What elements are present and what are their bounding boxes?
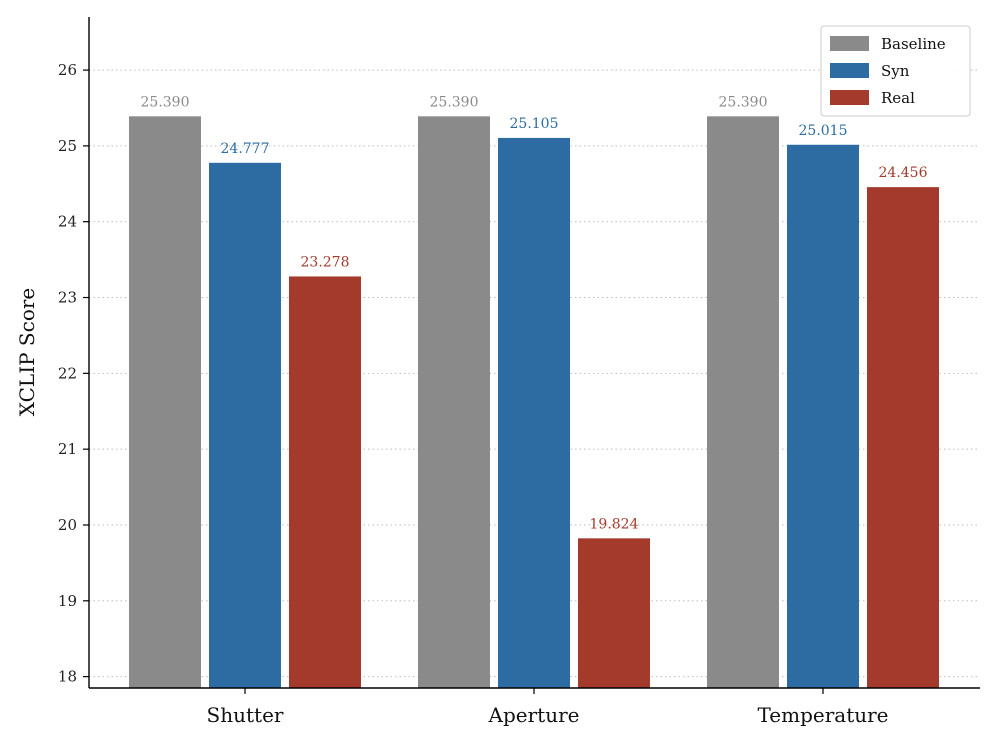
bar-real-shutter [289,276,361,688]
y-tick-label: 23 [58,289,77,307]
y-tick-label: 26 [58,61,77,79]
data-label: 19.824 [590,516,639,532]
data-label: 25.390 [141,94,190,110]
bar-syn-shutter [209,162,281,688]
y-ticks: 18 19 20 21 22 23 24 25 26 [58,61,89,686]
legend-label-real: Real [881,89,915,107]
y-tick-label: 21 [58,440,77,458]
y-tick-label: 18 [58,668,77,686]
data-label: 23.278 [301,254,350,270]
bars [129,116,939,688]
y-tick-label: 22 [58,364,77,382]
legend-label-baseline: Baseline [881,35,946,53]
bar-real-aperture [578,538,650,688]
y-tick-label: 20 [58,516,77,534]
bar-baseline-shutter [129,116,201,688]
legend-label-syn: Syn [881,62,910,80]
bar-syn-aperture [498,137,570,688]
data-label: 24.456 [879,165,928,181]
y-tick-label: 19 [58,592,77,610]
data-labels: 25.390 24.777 23.278 25.390 25.105 19.824 25.3… [141,94,928,532]
legend-swatch-real [830,90,869,105]
x-ticks: Shutter Aperture Temperature [207,688,889,727]
data-label: 25.390 [430,94,479,110]
x-tick-label: Temperature [757,703,888,727]
x-tick-label: Shutter [207,703,284,727]
data-label: 24.777 [221,141,270,157]
y-tick-label: 25 [58,137,77,155]
legend-swatch-baseline [830,36,869,51]
bar-syn-temperature [787,144,859,688]
data-label: 25.105 [510,116,559,132]
bar-baseline-temperature [707,116,779,688]
x-tick-label: Aperture [488,703,580,727]
bar-baseline-aperture [418,116,490,688]
bar-real-temperature [867,187,939,688]
y-tick-label: 24 [58,213,77,231]
data-label: 25.015 [799,123,848,139]
data-label: 25.390 [719,94,768,110]
y-axis-title: XCLIP Score [15,288,39,417]
legend-swatch-syn [830,63,869,78]
legend: Baseline Syn Real [820,25,971,117]
